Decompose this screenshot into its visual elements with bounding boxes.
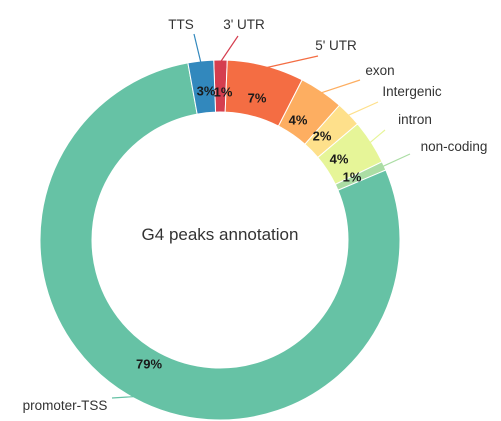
slice-promoter-tss bbox=[39, 62, 401, 421]
category-label: intron bbox=[398, 112, 432, 127]
category-label: 3' UTR bbox=[223, 17, 265, 32]
percent-label: 79% bbox=[136, 356, 162, 371]
category-label: Intergenic bbox=[382, 84, 442, 99]
percent-label: 2% bbox=[313, 128, 332, 143]
leader-line bbox=[193, 33, 202, 64]
category-label: promoter-TSS bbox=[23, 398, 108, 413]
donut-slices bbox=[39, 59, 401, 421]
category-label: non-coding bbox=[421, 139, 488, 154]
leader-line bbox=[320, 79, 361, 94]
leader-line bbox=[347, 101, 379, 117]
leader-lines bbox=[111, 33, 411, 399]
leader-line bbox=[265, 55, 319, 69]
leader-line bbox=[111, 395, 136, 399]
percent-label: 1% bbox=[343, 169, 362, 184]
category-label: exon bbox=[365, 63, 394, 78]
category-labels: 3' UTR 5' UTR exon Intergenic intron non-codi… bbox=[23, 17, 488, 413]
percent-label: 7% bbox=[248, 90, 267, 105]
slice-tts bbox=[187, 59, 217, 115]
percent-label: 4% bbox=[330, 151, 349, 166]
category-label: TTS bbox=[168, 17, 194, 32]
percent-label: 4% bbox=[289, 112, 308, 127]
percent-labels: 1% 7% 4% 2% 4% 1% 79% 3% bbox=[136, 83, 362, 371]
percent-label: 3% bbox=[197, 83, 216, 98]
category-label: 5' UTR bbox=[315, 38, 357, 53]
leader-line bbox=[381, 153, 411, 168]
leader-line bbox=[219, 35, 239, 63]
leader-line bbox=[368, 129, 386, 144]
center-label: G4 peaks annotation bbox=[142, 225, 299, 244]
percent-label: 1% bbox=[214, 84, 233, 99]
